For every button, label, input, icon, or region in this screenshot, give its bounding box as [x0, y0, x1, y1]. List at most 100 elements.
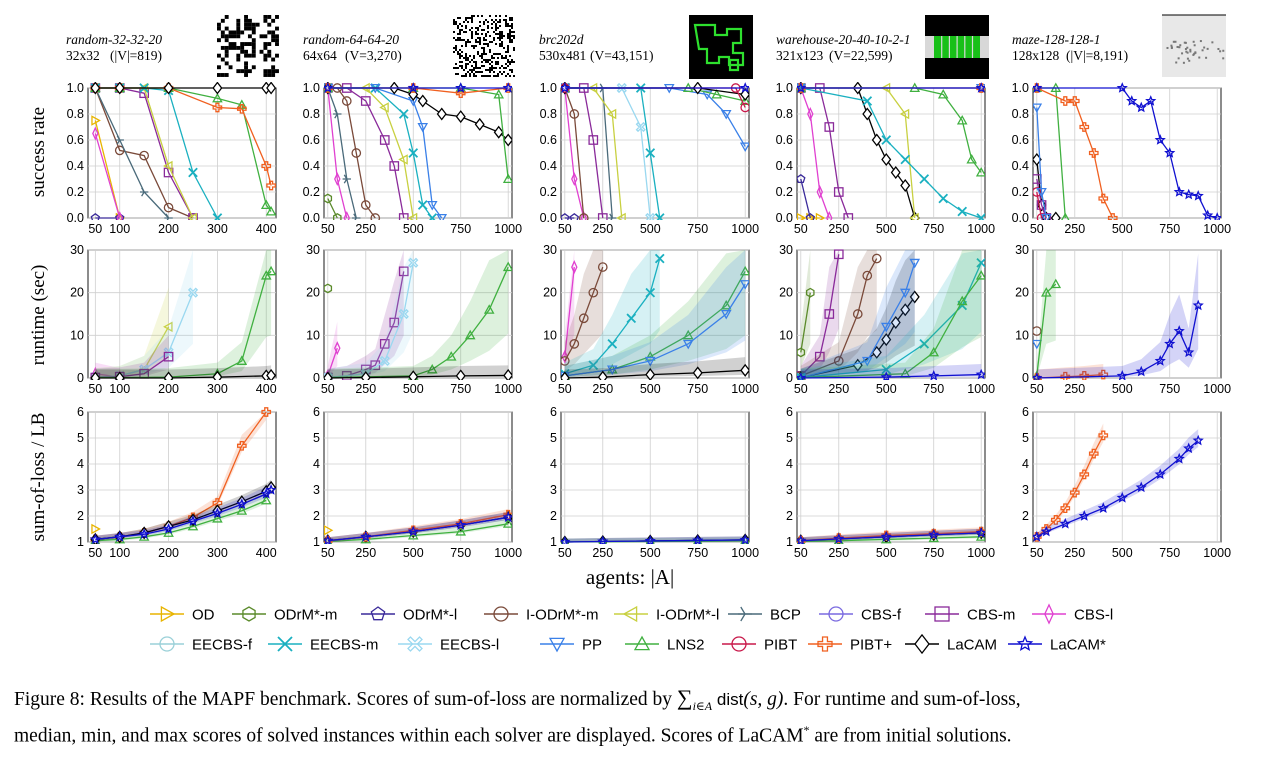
obstacle-cell [489, 75, 491, 77]
obstacle-cell [509, 37, 511, 39]
x-tick-label: 1000 [967, 546, 995, 560]
data-point [114, 212, 125, 220]
obstacle-cell [461, 25, 463, 27]
maze-wall [1192, 40, 1195, 43]
data-point [881, 333, 892, 347]
obstacle-cell [505, 51, 507, 53]
y-tick-label: 5 [1022, 431, 1029, 445]
obstacle-cell [459, 17, 461, 19]
data-point [502, 173, 512, 184]
x-tick-label: 1000 [731, 546, 759, 560]
obstacle-cell [471, 69, 473, 71]
data-point [578, 313, 589, 324]
obstacle-cell [471, 21, 473, 23]
series-layer [561, 250, 749, 380]
data-point [212, 213, 223, 220]
series-LaCAM* [561, 534, 749, 544]
y-tick-label: 6 [77, 405, 84, 419]
row-label-runtime: runtime (sec) [28, 265, 49, 366]
data-point [797, 212, 807, 220]
y-tick-label: 1 [313, 535, 320, 549]
maze-wall [1219, 50, 1222, 53]
series-LNS2 [797, 250, 985, 380]
data-point [862, 96, 873, 106]
y-tick-label: 2 [1022, 509, 1029, 523]
x-axis-label: agents: |A| [586, 565, 674, 589]
data-point [324, 82, 334, 93]
obstacle-cell [485, 33, 487, 35]
x-tick-label: 1000 [494, 382, 522, 396]
x-tick-label: 750 [450, 222, 471, 236]
obstacle-cell [465, 43, 467, 45]
data-point [90, 212, 101, 220]
map-size: 321x123 [776, 48, 824, 63]
data-point [561, 212, 570, 220]
obstacle-cell [275, 38, 279, 43]
series-layer [324, 82, 512, 220]
legend-item-PIBT+: PIBT+ [808, 636, 892, 654]
data-point [341, 96, 352, 106]
data-point [265, 484, 276, 495]
obstacle-cell [483, 23, 485, 25]
maze-wall [1170, 47, 1173, 50]
data-point [597, 535, 609, 544]
obstacle-cell [477, 41, 479, 43]
data-point [1060, 503, 1071, 514]
obstacle-cell [251, 65, 256, 70]
obstacle-cell [275, 34, 279, 39]
data-point [351, 148, 362, 158]
data-point [588, 287, 599, 298]
obstacle-cell [493, 31, 495, 33]
obstacle-cell [511, 17, 513, 19]
obstacle-cell [481, 61, 483, 63]
maze-wall [1175, 61, 1178, 64]
data-point [114, 82, 125, 95]
obstacle-cell [220, 18, 225, 23]
data-point [881, 152, 892, 167]
data-point [880, 371, 892, 380]
obstacle-cell [224, 38, 229, 43]
data-point [502, 518, 512, 528]
x-tick-label: 750 [923, 382, 944, 396]
obstacle-cell [228, 30, 233, 35]
obstacle-cell [473, 55, 475, 57]
obstacle-cell [469, 29, 471, 31]
obstacle-cell [499, 33, 501, 35]
series-layer [324, 250, 512, 380]
obstacle-cell [477, 67, 479, 69]
y-tick-label: 2 [786, 509, 793, 523]
series-line [327, 523, 509, 543]
data-point [408, 370, 419, 380]
data-point [957, 206, 968, 217]
data-point [833, 532, 845, 544]
obstacle-cell [483, 43, 485, 45]
obstacle-cell [471, 71, 473, 73]
series-ODrM*-m [324, 283, 333, 294]
obstacle-cell [493, 71, 495, 73]
obstacle-cell [509, 17, 511, 19]
obstacle-cell [263, 69, 268, 74]
data-point [739, 265, 749, 276]
data-point [90, 82, 101, 95]
obstacle-cell [455, 49, 457, 51]
data-point [720, 309, 732, 320]
plot-frame [560, 87, 750, 219]
obstacle-cell [457, 17, 459, 19]
obstacle-cell [507, 49, 509, 51]
obstacle-cell [489, 71, 491, 73]
panel-success-3: 50 250 500 750 1000 0.0 0.2 0.4 0.6 0.8 1.0 [776, 81, 996, 236]
x-tick-label: 250 [1064, 546, 1085, 560]
data-point [379, 135, 390, 145]
obstacle-cell [479, 55, 481, 57]
obstacle-cell [244, 69, 248, 74]
legend-item-CBS-f: CBS-f [819, 606, 902, 624]
data-point [352, 213, 361, 220]
legend-item-I-ODrM*-l: I-ODrM*-l [614, 605, 719, 624]
x-tick-label: 1000 [494, 546, 522, 560]
data-point [212, 370, 223, 380]
obstacle-cell [459, 23, 461, 25]
data-point [645, 287, 656, 298]
obstacle-cell [489, 67, 491, 69]
obstacle-cell [511, 31, 513, 33]
obstacle-cell [263, 73, 268, 77]
